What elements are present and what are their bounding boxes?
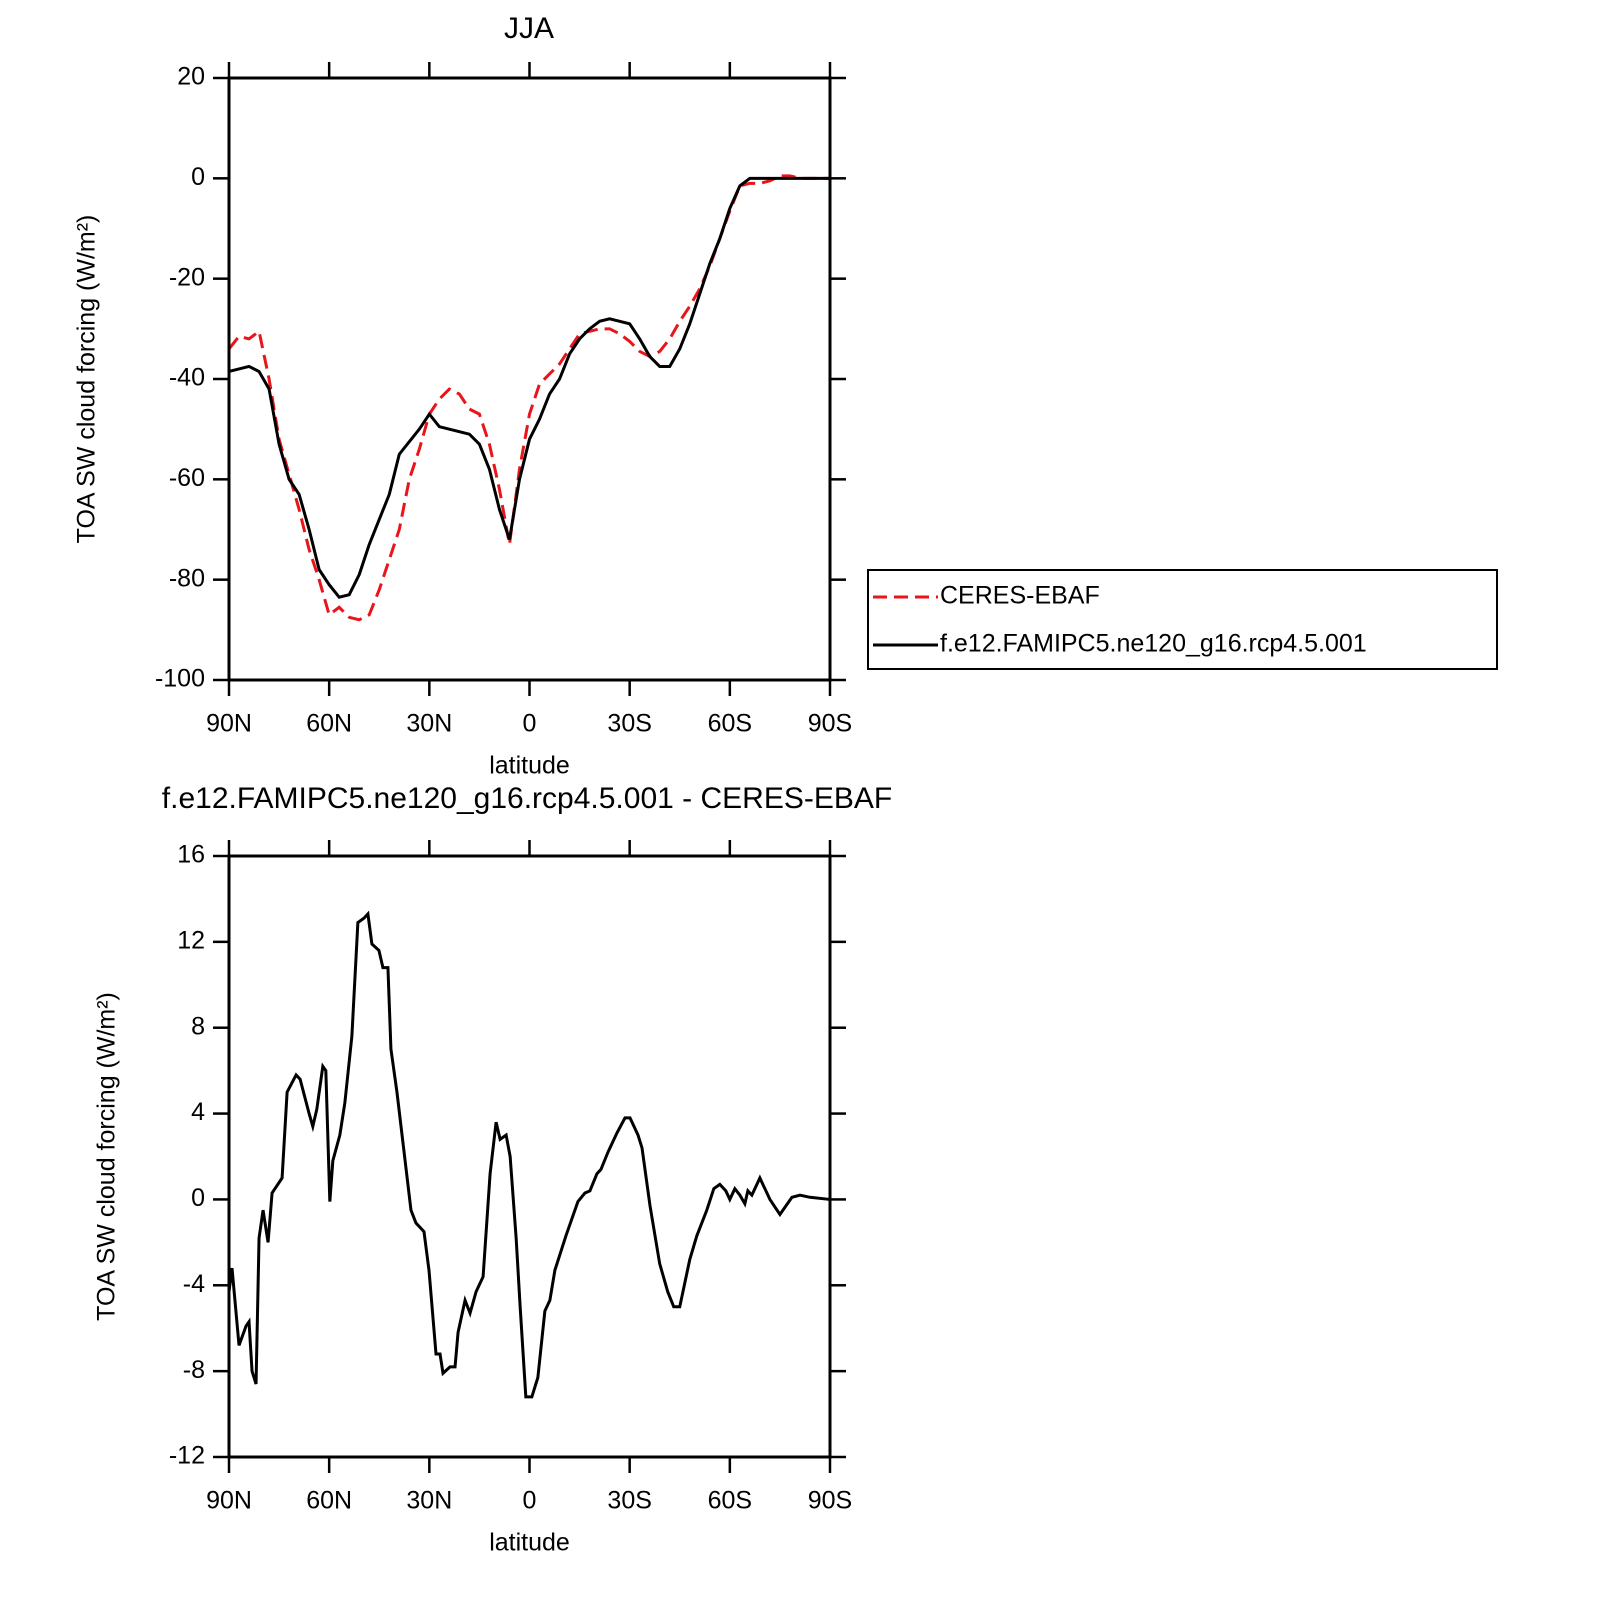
- x-tick-label: 0: [523, 1487, 537, 1515]
- plot-frame: [227, 76, 832, 682]
- legend-label: f.e12.FAMIPC5.ne120_g16.rcp4.5.001: [940, 630, 1367, 658]
- chart-title: f.e12.FAMIPC5.ne120_g16.rcp4.5.001 - CER…: [162, 782, 892, 815]
- x-tick-label: 60N: [306, 1487, 352, 1515]
- x-tick-label: 60N: [306, 710, 352, 738]
- y-tick-label: 8: [191, 1012, 205, 1040]
- x-tick-label: 60S: [708, 710, 752, 738]
- plot-frame: [227, 854, 832, 1459]
- y-tick-label: -60: [169, 464, 205, 492]
- x-axis-label: latitude: [489, 1529, 570, 1557]
- x-tick-label: 30S: [607, 1487, 651, 1515]
- x-tick-label: 30S: [607, 710, 651, 738]
- y-tick-label: -80: [169, 564, 205, 592]
- data-line: [228, 176, 830, 599]
- y-axis-label: TOA SW cloud forcing (W/m²): [93, 992, 121, 1321]
- x-axis-label: latitude: [489, 752, 570, 780]
- y-tick-label: 0: [191, 163, 205, 191]
- x-tick-label: 90N: [206, 710, 252, 738]
- y-tick-label: 20: [177, 63, 205, 91]
- y-tick-label: -20: [169, 263, 205, 291]
- x-tick-label: 30N: [406, 710, 452, 738]
- data-line: [227, 910, 831, 1399]
- legend-label: CERES-EBAF: [940, 582, 1100, 610]
- y-tick-label: 4: [191, 1098, 205, 1126]
- x-tick-label: 0: [523, 710, 537, 738]
- y-tick-label: -12: [169, 1442, 205, 1470]
- y-tick-label: 0: [191, 1184, 205, 1212]
- x-tick-label: 30N: [406, 1487, 452, 1515]
- y-tick-label: -8: [183, 1356, 205, 1384]
- y-tick-label: 16: [177, 841, 205, 869]
- x-tick-label: 60S: [708, 1487, 752, 1515]
- data-line: [227, 174, 830, 622]
- legend-box: [867, 569, 1498, 670]
- chart-title: JJA: [504, 12, 554, 45]
- x-tick-label: 90S: [808, 1487, 852, 1515]
- y-tick-label: -4: [183, 1270, 205, 1298]
- y-tick-label: -100: [155, 665, 205, 693]
- y-tick-label: -40: [169, 364, 205, 392]
- x-tick-label: 90S: [808, 710, 852, 738]
- x-tick-label: 90N: [206, 1487, 252, 1515]
- y-tick-label: 12: [177, 926, 205, 954]
- y-axis-label: TOA SW cloud forcing (W/m²): [73, 215, 101, 544]
